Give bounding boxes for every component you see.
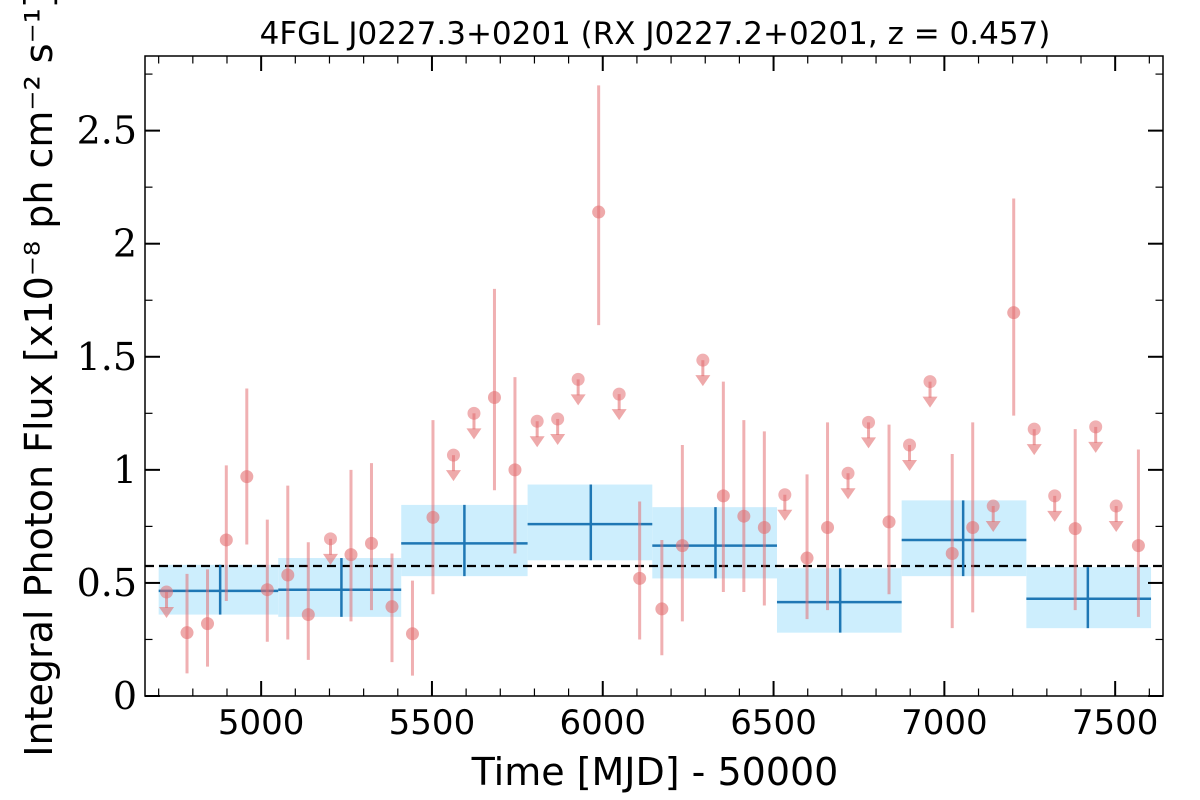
upper-limit-point bbox=[323, 532, 337, 546]
x-tick-label: 6000 bbox=[559, 703, 646, 743]
upper-limit-arrow bbox=[902, 459, 918, 471]
flux-point bbox=[508, 463, 522, 477]
flux-point bbox=[180, 626, 194, 640]
upper-limit-arrow bbox=[840, 488, 856, 500]
flux-point bbox=[675, 539, 689, 553]
upper-limit-arrow bbox=[466, 428, 482, 440]
upper-limit-point bbox=[862, 415, 876, 429]
flux-point bbox=[301, 608, 315, 622]
upper-limit-point bbox=[696, 353, 710, 367]
x-tick-label: 7500 bbox=[1072, 703, 1159, 743]
flux-point bbox=[405, 627, 419, 641]
upper-limit-arrow bbox=[1047, 510, 1063, 522]
upper-limit-arrow bbox=[529, 436, 545, 448]
flux-point bbox=[240, 470, 254, 484]
upper-limit-arrow bbox=[922, 396, 938, 408]
x-axis-label: Time [MJD] - 50000 bbox=[471, 750, 839, 794]
flux-point bbox=[260, 583, 274, 597]
flux-point bbox=[821, 521, 835, 535]
flux-point bbox=[344, 548, 358, 562]
upper-limit-point bbox=[551, 412, 565, 426]
flux-point bbox=[592, 205, 606, 219]
upper-limit-arrow bbox=[611, 409, 627, 421]
flux-point bbox=[966, 521, 980, 535]
flux-point bbox=[945, 547, 959, 561]
flux-point bbox=[201, 617, 215, 631]
upper-limit-point bbox=[986, 499, 1000, 513]
upper-limit-point bbox=[778, 488, 792, 502]
y-tick-label: 2.5 bbox=[77, 109, 137, 153]
upper-limit-arrow bbox=[861, 437, 877, 449]
flux-point bbox=[1007, 306, 1021, 320]
upper-limit-arrow bbox=[777, 509, 793, 521]
upper-limit-point bbox=[467, 406, 481, 420]
y-axis-label: Integral Photon Flux [x10⁻⁸ ph cm⁻² s⁻¹] bbox=[17, 0, 61, 757]
flux-point bbox=[281, 568, 295, 582]
upper-limit-point bbox=[841, 466, 855, 480]
upper-limit-point bbox=[1109, 499, 1123, 513]
upper-limit-point bbox=[903, 438, 917, 452]
flux-point bbox=[426, 510, 440, 524]
upper-limit-point bbox=[923, 375, 937, 389]
y-tick-label: 1 bbox=[113, 448, 137, 492]
y-tick-label: 2 bbox=[113, 222, 137, 266]
upper-limit-point bbox=[446, 448, 460, 462]
y-tick-label: 1.5 bbox=[77, 335, 137, 379]
upper-limit-arrow bbox=[322, 553, 338, 565]
flux-point bbox=[757, 521, 771, 535]
plot-frame bbox=[144, 55, 1164, 697]
flux-point bbox=[219, 533, 233, 547]
x-tick-label: 7000 bbox=[901, 703, 988, 743]
axis-ticks: 5000 5500 6000 6500 7000 7500 0 0.5 1 1.5 2 2.5 bbox=[77, 56, 1163, 743]
upper-limit-point bbox=[530, 414, 544, 428]
upper-limit-point bbox=[160, 585, 174, 599]
flux-point bbox=[487, 390, 501, 404]
flux-point bbox=[364, 536, 378, 550]
upper-limit-point bbox=[571, 372, 585, 386]
upper-limit-arrow bbox=[1108, 521, 1124, 533]
upper-limit-arrow bbox=[1026, 444, 1042, 456]
upper-limit-arrow bbox=[985, 521, 1001, 533]
flux-point bbox=[882, 515, 896, 529]
upper-limit-arrow bbox=[159, 606, 175, 618]
y-tick-label: 0 bbox=[113, 674, 137, 718]
x-tick-label: 6500 bbox=[730, 703, 817, 743]
flux-point bbox=[633, 571, 647, 585]
y-tick-label: 0.5 bbox=[77, 561, 137, 605]
plot-area bbox=[145, 85, 1163, 676]
long-bin-band bbox=[278, 558, 402, 617]
x-tick-label: 5000 bbox=[218, 703, 305, 743]
flux-point bbox=[385, 600, 399, 614]
chart-title: 4FGL J0227.3+0201 (RX J0227.2+0201, z = … bbox=[260, 16, 1051, 52]
upper-limit-arrow bbox=[695, 375, 711, 387]
upper-limit-point bbox=[1027, 422, 1041, 436]
x-tick-label: 5500 bbox=[389, 703, 476, 743]
upper-limit-arrow bbox=[550, 433, 566, 445]
upper-limit-arrow bbox=[445, 470, 461, 482]
upper-limit-arrow bbox=[570, 394, 586, 406]
flux-point bbox=[800, 551, 814, 565]
flux-point bbox=[737, 509, 751, 523]
flux-point bbox=[1131, 539, 1145, 553]
upper-limit-point bbox=[1089, 420, 1103, 434]
flux-point bbox=[655, 602, 669, 616]
flux-point bbox=[1068, 522, 1082, 536]
upper-limit-point bbox=[1048, 489, 1062, 503]
flux-point bbox=[716, 489, 730, 503]
upper-limit-point bbox=[612, 387, 626, 401]
upper-limit-arrow bbox=[1088, 441, 1104, 453]
